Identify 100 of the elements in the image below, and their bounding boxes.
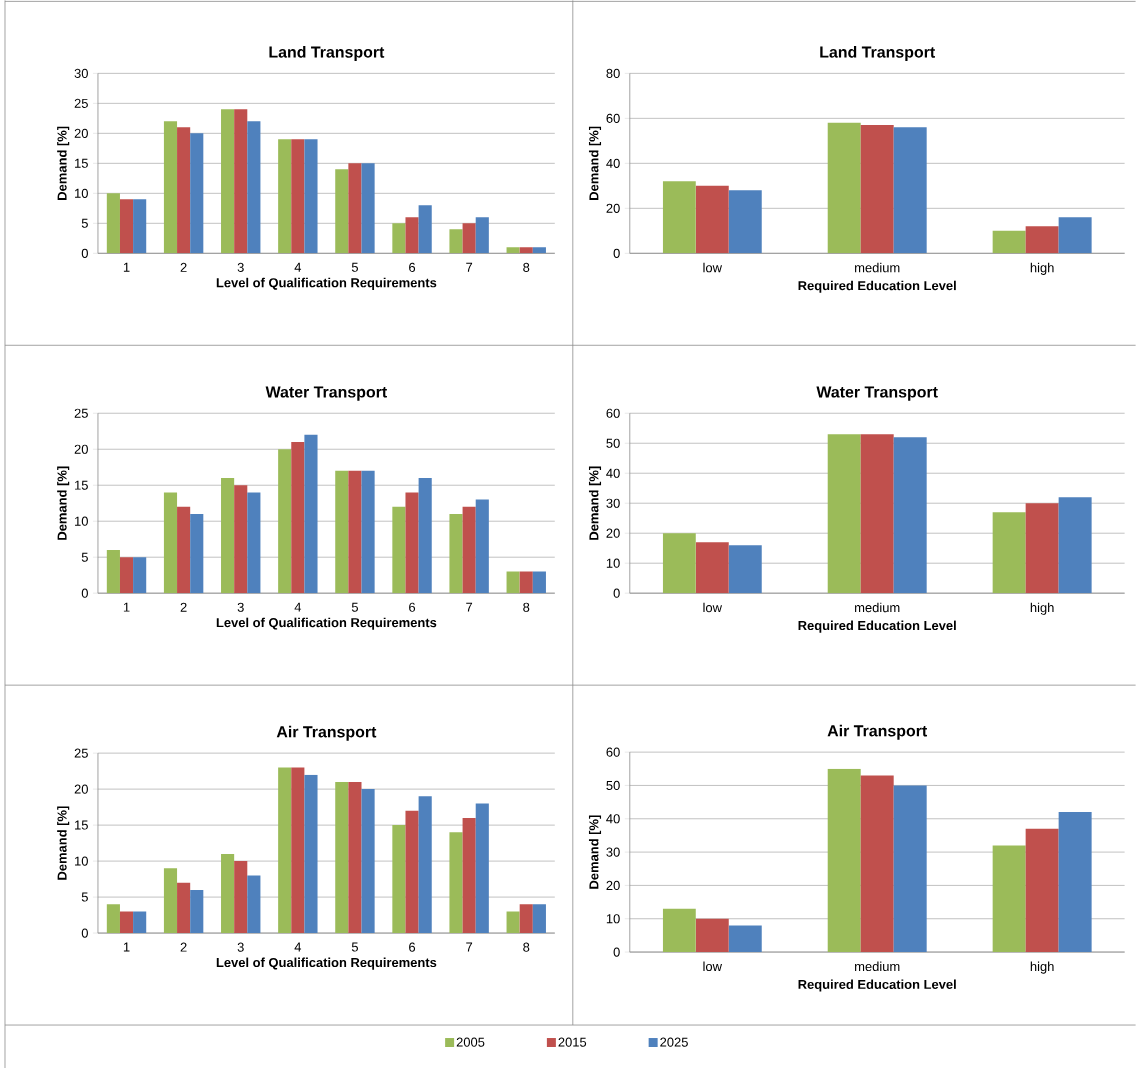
y-tick-label: 25 <box>74 408 88 418</box>
bar <box>532 247 546 254</box>
x-tick-label: medium <box>855 262 900 273</box>
bar <box>519 571 533 593</box>
bar <box>1025 828 1059 952</box>
y-tick-label: 50 <box>606 780 620 790</box>
x-tick-label: 8 <box>523 942 530 952</box>
y-tick-label: 20 <box>606 880 620 890</box>
bar <box>163 121 178 254</box>
bar <box>827 434 861 593</box>
bar <box>728 545 762 593</box>
bar <box>405 492 419 593</box>
y-axis-title: Demand [%] <box>57 466 70 540</box>
bar <box>177 127 191 254</box>
bar <box>348 470 362 593</box>
bar <box>405 217 419 254</box>
bar <box>462 506 476 593</box>
bar <box>234 109 248 254</box>
x-tick-label: 6 <box>409 602 416 612</box>
y-tick-label: 20 <box>74 128 88 138</box>
y-tick-label: 20 <box>606 528 620 538</box>
bar <box>361 163 375 254</box>
bar <box>992 230 1026 254</box>
x-tick-label: medium <box>855 602 900 612</box>
x-tick-label: 8 <box>523 602 530 612</box>
y-tick-label: 30 <box>74 68 88 78</box>
x-tick-label: 7 <box>466 262 473 272</box>
x-tick-label: 3 <box>237 942 244 952</box>
bar <box>106 549 120 593</box>
y-tick-label: 40 <box>606 813 620 824</box>
x-axis-title: Level of Qualification Requirements <box>216 277 437 290</box>
bar <box>449 513 463 593</box>
bar <box>335 169 349 254</box>
x-tick-label: 6 <box>409 942 416 952</box>
bar <box>335 781 349 933</box>
bar <box>106 904 120 933</box>
y-tick-label: 5 <box>81 218 88 228</box>
bar <box>190 889 204 933</box>
x-tick-label: low <box>703 602 722 612</box>
x-tick-label: high <box>1030 602 1054 615</box>
x-tick-label: 3 <box>237 262 244 272</box>
bar <box>177 506 191 593</box>
bar <box>163 492 178 593</box>
bar <box>695 185 729 254</box>
bar <box>119 556 134 593</box>
bar <box>1025 226 1059 254</box>
y-tick-label: 0 <box>613 947 620 957</box>
bar <box>119 911 134 933</box>
y-tick-label: 40 <box>606 158 620 168</box>
chart-title: Air Transport <box>276 725 377 741</box>
y-tick-label: 0 <box>613 248 620 258</box>
bar <box>392 506 406 593</box>
bar <box>475 803 489 933</box>
bar <box>335 470 349 593</box>
bar <box>893 785 927 952</box>
bar <box>133 556 147 593</box>
bar <box>475 217 489 254</box>
x-tick-label: 1 <box>123 602 130 612</box>
bar <box>860 124 894 254</box>
bar <box>449 229 463 254</box>
y-tick-label: 0 <box>81 248 88 258</box>
x-tick-label: 5 <box>351 602 358 612</box>
y-tick-label: 10 <box>75 516 88 526</box>
y-tick-label: 60 <box>606 747 620 757</box>
bar <box>392 223 406 254</box>
x-tick-label: medium <box>855 961 900 971</box>
bar <box>361 470 375 593</box>
x-tick-label: 4 <box>294 942 302 952</box>
bar <box>221 853 235 933</box>
bar <box>234 860 248 933</box>
y-tick-label: 0 <box>81 588 88 598</box>
bar <box>291 441 305 593</box>
x-tick-label: 8 <box>523 262 530 272</box>
x-tick-label: high <box>1030 961 1054 974</box>
x-tick-label: 7 <box>466 942 473 952</box>
bar <box>304 434 318 593</box>
bar <box>405 810 419 933</box>
x-tick-label: 5 <box>351 262 358 272</box>
x-tick-label: low <box>703 262 722 273</box>
y-tick-label: 15 <box>75 820 88 830</box>
y-tick-label: 0 <box>81 928 88 938</box>
bar <box>827 768 861 952</box>
y-tick-label: 80 <box>606 68 620 78</box>
bar <box>221 477 235 593</box>
bar <box>462 817 476 933</box>
bar <box>278 449 292 593</box>
bar <box>506 247 520 254</box>
x-tick-label: 3 <box>237 602 244 612</box>
bar <box>992 512 1026 593</box>
bar <box>106 193 120 254</box>
chart-title: Land Transport <box>269 45 385 61</box>
x-tick-label: 5 <box>351 942 358 952</box>
legend-label: 2005 <box>456 1037 485 1047</box>
bar <box>827 122 861 254</box>
bar <box>348 781 362 933</box>
bar <box>291 139 305 254</box>
x-tick-label: 4 <box>294 262 302 272</box>
legend-label: 2015 <box>558 1037 587 1047</box>
bar <box>662 908 696 952</box>
bar <box>893 437 927 593</box>
